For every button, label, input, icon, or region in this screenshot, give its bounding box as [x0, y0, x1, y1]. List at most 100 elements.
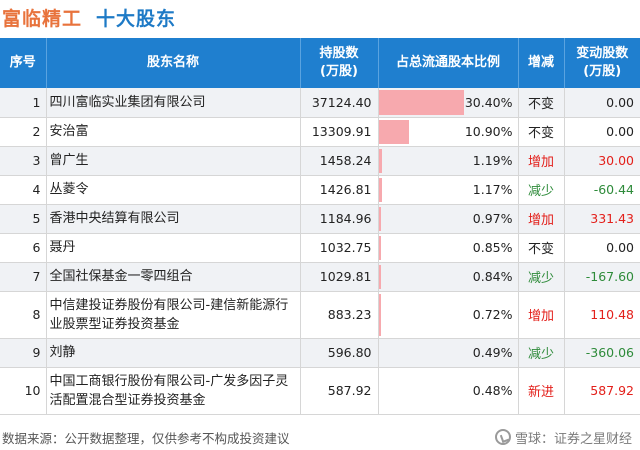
- table-row: 3 曾广生 1458.24 1.19% 增加 30.00: [0, 146, 640, 176]
- row-index: 7: [0, 262, 47, 292]
- holder-ratio: 0.48%: [472, 383, 513, 398]
- row-index: 8: [0, 291, 47, 339]
- change-type: 不变: [518, 117, 565, 147]
- holder-ratio: 0.72%: [472, 307, 513, 322]
- holder-shares: 1029.81: [300, 262, 379, 292]
- ratio-bar: [378, 235, 381, 260]
- delta-shares: 30.00: [564, 146, 640, 176]
- change-type: 减少: [518, 338, 565, 368]
- holder-shares: 1184.96: [300, 204, 379, 234]
- holder-ratio: 1.17%: [472, 182, 513, 197]
- holder-ratio-cell: 1.19%: [378, 146, 519, 176]
- holder-name: 曾广生: [46, 146, 301, 176]
- holder-shares: 596.80: [300, 338, 379, 368]
- holder-ratio-cell: 0.84%: [378, 262, 519, 292]
- ratio-bar: [378, 119, 409, 144]
- holder-shares: 883.23: [300, 291, 379, 339]
- table-row: 5 香港中央结算有限公司 1184.96 0.97% 增加 331.43: [0, 204, 640, 234]
- row-index: 9: [0, 338, 47, 368]
- holder-ratio: 30.40%: [464, 94, 513, 110]
- delta-shares: -360.06: [564, 338, 640, 368]
- header-change: 增减: [518, 38, 565, 88]
- delta-shares: -60.44: [564, 175, 640, 205]
- holder-name: 中信建投证券股份有限公司-建信新能源行业股票型证券投资基金: [46, 291, 301, 339]
- holder-shares: 37124.40: [300, 88, 379, 118]
- holder-ratio: 10.90%: [464, 124, 513, 139]
- table-row: 9 刘静 596.80 0.49% 减少 -360.06: [0, 338, 640, 368]
- delta-shares: 110.48: [564, 291, 640, 339]
- snowball-icon: [494, 429, 511, 445]
- row-index: 10: [0, 367, 47, 415]
- ratio-bar: [378, 90, 464, 115]
- company-name: 富临精工: [2, 7, 83, 30]
- holder-ratio: 0.85%: [472, 240, 513, 255]
- holder-shares: 1458.24: [300, 146, 379, 176]
- header-shares: 持股数 (万股): [300, 38, 379, 88]
- holder-ratio-cell: 0.48%: [378, 367, 519, 415]
- holder-name: 聂丹: [46, 233, 301, 263]
- holder-name: 刘静: [46, 338, 301, 368]
- row-index: 5: [0, 204, 47, 234]
- change-type: 新进: [518, 367, 565, 415]
- header-shares-label: 持股数: [319, 46, 359, 61]
- header-delta: 变动股数 (万股): [564, 38, 640, 88]
- delta-shares: 0.00: [564, 117, 640, 147]
- delta-shares: -167.60: [564, 262, 640, 292]
- footer: 数据来源：公开数据整理，仅供参考不构成投资建议 雪球：证券之星财经: [0, 424, 640, 450]
- table-row: 6 聂丹 1032.75 0.85% 不变 0.00: [0, 233, 640, 263]
- header-name: 股东名称: [46, 38, 301, 88]
- delta-shares: 0.00: [564, 88, 640, 118]
- row-index: 1: [0, 88, 47, 118]
- holder-shares: 1426.81: [300, 175, 379, 205]
- header-index: 序号: [0, 38, 47, 88]
- holder-ratio-cell: 0.85%: [378, 233, 519, 263]
- table-header-row: 序号 股东名称 持股数 (万股) 占总流通股本比例 增减 变动股数 (万股): [0, 38, 640, 88]
- holder-ratio-cell: 0.49%: [378, 338, 519, 368]
- holder-ratio-cell: 10.90%: [378, 117, 519, 147]
- table-row: 4 丛菱令 1426.81 1.17% 减少 -60.44: [0, 175, 640, 205]
- row-index: 6: [0, 233, 47, 263]
- header-shares-unit: (万股): [320, 64, 358, 79]
- shareholders-table: 序号 股东名称 持股数 (万股) 占总流通股本比例 增减 变动股数 (万股) 1 四川…: [0, 38, 640, 415]
- holder-ratio: 0.84%: [472, 269, 513, 284]
- change-type: 增加: [518, 291, 565, 339]
- header-delta-unit: (万股): [583, 64, 622, 79]
- data-source-note: 数据来源：公开数据整理，仅供参考不构成投资建议: [2, 430, 290, 446]
- holder-ratio: 0.49%: [472, 345, 513, 360]
- header-delta-label: 变动股数: [576, 46, 629, 61]
- holder-ratio-cell: 0.72%: [378, 291, 519, 339]
- holder-shares: 587.92: [300, 367, 379, 415]
- delta-shares: 331.43: [564, 204, 640, 234]
- ratio-bar: [378, 206, 382, 231]
- holder-ratio-cell: 30.40%: [378, 88, 519, 118]
- holder-ratio-cell: 0.97%: [378, 204, 519, 234]
- holder-ratio: 1.19%: [472, 153, 513, 168]
- ratio-bar: [378, 148, 382, 173]
- table-row: 1 四川富临实业集团有限公司 37124.40 30.40% 不变 0.00: [0, 88, 640, 118]
- change-type: 不变: [518, 88, 565, 118]
- table-row: 10 中国工商银行股份有限公司-广发多因子灵活配置混合型证券投资基金 587.92 0…: [0, 367, 640, 415]
- holder-name: 四川富临实业集团有限公司: [46, 88, 301, 118]
- row-index: 4: [0, 175, 47, 205]
- holder-shares: 1032.75: [300, 233, 379, 263]
- holder-name: 中国工商银行股份有限公司-广发多因子灵活配置混合型证券投资基金: [46, 367, 301, 415]
- table-row: 2 安治富 13309.91 10.90% 不变 0.00: [0, 117, 640, 147]
- holder-ratio-cell: 1.17%: [378, 175, 519, 205]
- row-index: 2: [0, 117, 47, 147]
- change-type: 增加: [518, 204, 565, 234]
- report-subject: 十大股东: [96, 7, 177, 30]
- delta-shares: 587.92: [564, 367, 640, 415]
- delta-shares: 0.00: [564, 233, 640, 263]
- brand: 雪球：证券之星财经: [494, 428, 632, 447]
- holder-name: 丛菱令: [46, 175, 301, 205]
- page-title: 富临精工 十大股东: [0, 0, 640, 34]
- change-type: 减少: [518, 175, 565, 205]
- holder-name: 香港中央结算有限公司: [46, 204, 301, 234]
- ratio-bar: [378, 293, 381, 336]
- holder-ratio: 0.97%: [472, 211, 513, 226]
- change-type: 减少: [518, 262, 565, 292]
- row-index: 3: [0, 146, 47, 176]
- holder-shares: 13309.91: [300, 117, 379, 147]
- header-ratio: 占总流通股本比例: [378, 38, 519, 88]
- change-type: 增加: [518, 146, 565, 176]
